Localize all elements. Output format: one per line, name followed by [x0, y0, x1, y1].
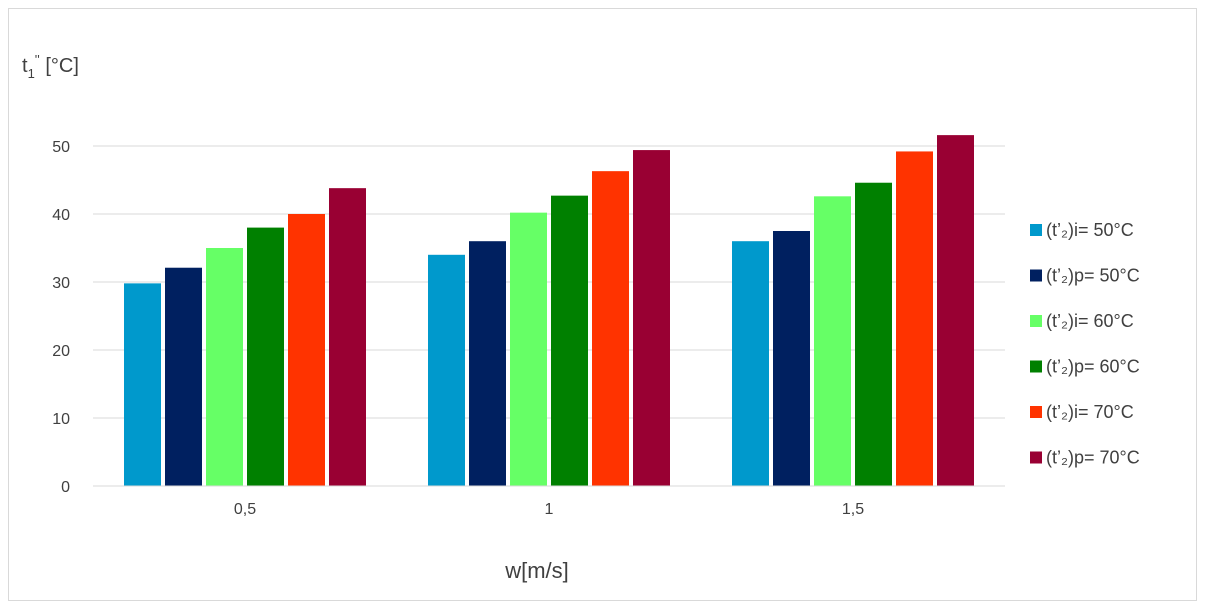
- bar: [814, 196, 851, 486]
- bar: [551, 195, 588, 486]
- legend-swatch: [1030, 269, 1042, 282]
- x-axis-ticks: 0,5 1 1,5: [234, 501, 864, 518]
- x-axis-label: w[m/s]: [504, 558, 569, 583]
- x-tick-label: 1,5: [842, 501, 864, 518]
- bar: [510, 212, 547, 486]
- gridlines: [93, 145, 1005, 419]
- legend-label: (t’₂)p= 50°C: [1046, 266, 1140, 286]
- bars: [124, 135, 974, 486]
- y-tick-label: 30: [52, 275, 70, 292]
- bar: [247, 227, 284, 486]
- bar: [469, 241, 506, 486]
- bar: [896, 151, 933, 486]
- bar: [773, 231, 810, 486]
- legend-swatch: [1030, 360, 1042, 373]
- x-tick-label: 0,5: [234, 501, 256, 518]
- bar: [206, 248, 243, 486]
- y-tick-label: 50: [52, 139, 70, 156]
- y-tick-label: 0: [61, 479, 70, 496]
- legend-swatch: [1030, 224, 1042, 236]
- bar: [937, 135, 974, 486]
- legend-swatch: [1030, 406, 1042, 418]
- legend: (t’₂)i= 50°C (t’₂)p= 50°C (t’₂)i= 60°C (t’₂…: [1030, 220, 1140, 468]
- legend-swatch: [1030, 315, 1042, 327]
- bar: [732, 241, 769, 486]
- legend-label: (t’₂)i= 70°C: [1046, 402, 1134, 422]
- bar: [855, 182, 892, 486]
- x-tick-label: 1: [545, 501, 554, 518]
- y-tick-label: 10: [52, 411, 70, 428]
- bar: [592, 171, 629, 486]
- legend-label: (t’₂)i= 50°C: [1046, 220, 1134, 240]
- legend-label: (t’₂)p= 60°C: [1046, 357, 1140, 377]
- y-tick-label: 40: [52, 207, 70, 224]
- legend-label: (t’₂)i= 60°C: [1046, 311, 1134, 331]
- y-axis-label: t1'' [°C]: [22, 52, 79, 81]
- bar: [428, 254, 465, 486]
- bar: [329, 188, 366, 486]
- y-axis-ticks: 0 10 20 30 40 50: [52, 139, 70, 496]
- bar: [165, 267, 202, 486]
- y-tick-label: 20: [52, 343, 70, 360]
- bar: [124, 283, 161, 486]
- legend-swatch: [1030, 451, 1042, 464]
- bar: [633, 150, 670, 486]
- bar: [288, 214, 325, 486]
- legend-label: (t’₂)p= 70°C: [1046, 448, 1140, 468]
